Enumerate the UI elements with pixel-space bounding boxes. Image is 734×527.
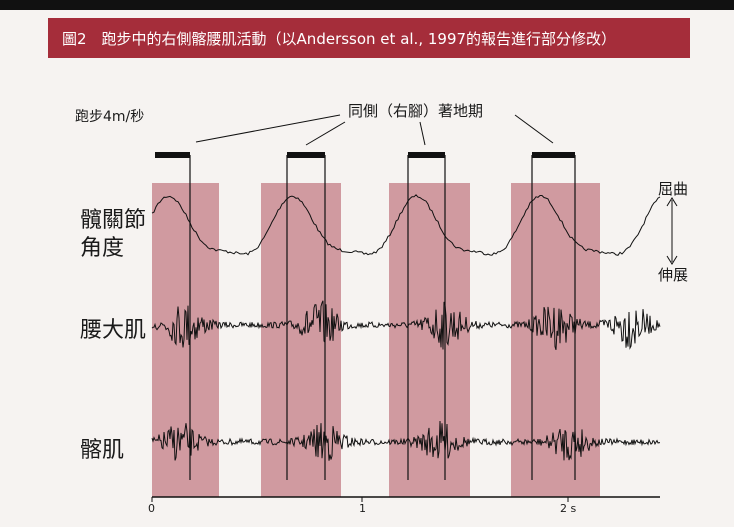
axis-label: 2 s [560,502,577,515]
axis-label: 1 [359,502,366,515]
stance-lines [189,155,576,480]
row-label: 腰大肌 [80,318,147,343]
stance-shading [152,183,600,497]
extension-label: 伸展 [658,266,689,284]
flexion-label: 屈曲 [658,180,689,198]
axis-ticks [151,497,569,502]
pointer-arrows [195,114,678,265]
title: 圖2 跑步中的右側髂腰肌活動（以Andersson et al., 1997的報… [62,30,617,48]
top-edge [0,0,734,10]
row-label: 髖關節 [80,208,147,233]
stance-label: 同側（右腳）著地期 [348,102,484,120]
row-label: 髂肌 [80,438,125,463]
row-label: 角度 [80,236,125,261]
axis-label: 0 [148,502,155,515]
stance-bars [155,152,575,158]
speed-label: 跑步4m/秒 [75,109,145,125]
title-banner: 圖2 跑步中的右側髂腰肌活動（以Andersson et al., 1997的報… [48,18,690,58]
